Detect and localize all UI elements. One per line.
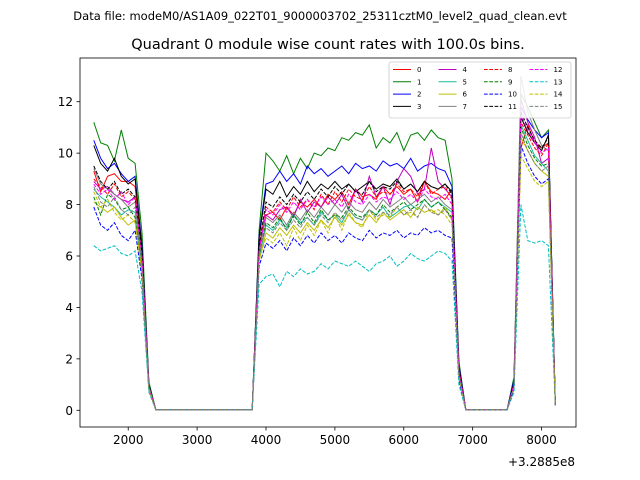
series-line-12: [93, 114, 556, 411]
legend-label-1: 1: [417, 78, 421, 86]
y-tick-label: 2: [65, 352, 73, 366]
y-tick-label: 8: [65, 198, 73, 212]
legend-label-2: 2: [417, 91, 421, 99]
x-tick-label: 4000: [251, 433, 282, 447]
legend-box: [388, 61, 572, 119]
series-line-14: [93, 153, 556, 411]
file-suptitle: Data file: modeM0/AS1A09_022T01_90000037…: [73, 9, 567, 23]
legend-label-3: 3: [417, 103, 421, 111]
series-line-15: [93, 132, 556, 411]
legend-label-0: 0: [417, 66, 421, 74]
series-line-10: [93, 145, 556, 411]
legend-label-13: 13: [554, 78, 563, 86]
series-line-13: [93, 204, 556, 411]
legend-label-6: 6: [463, 91, 468, 99]
series-line-4: [93, 98, 556, 411]
legend-label-15: 15: [554, 103, 563, 111]
y-tick-label: 0: [65, 404, 73, 418]
series-line-11: [93, 111, 556, 411]
x-tick-label: 3000: [182, 433, 213, 447]
legend-label-10: 10: [508, 91, 517, 99]
x-tick-label: 7000: [457, 433, 488, 447]
series-line-9: [93, 127, 556, 411]
series-line-0: [93, 123, 556, 411]
legend-label-5: 5: [463, 78, 467, 86]
x-tick-label: 5000: [320, 433, 351, 447]
x-tick-label: 6000: [389, 433, 420, 447]
series-line-6: [93, 135, 556, 411]
y-tick-label: 12: [58, 95, 73, 109]
legend-label-14: 14: [554, 91, 563, 99]
y-tick-label: 10: [58, 147, 73, 161]
series-line-1: [93, 92, 556, 411]
series-line-7: [93, 75, 556, 411]
legend-label-8: 8: [508, 66, 512, 74]
legend-label-9: 9: [508, 78, 512, 86]
x-offset-label: +3.2885e8: [508, 455, 575, 469]
legend-label-4: 4: [463, 66, 468, 74]
series-line-3: [93, 116, 556, 411]
legend-label-7: 7: [463, 103, 467, 111]
plot-area: [93, 75, 556, 411]
legend-label-12: 12: [554, 66, 563, 74]
x-tick-label: 8000: [526, 433, 557, 447]
legend-label-11: 11: [508, 103, 517, 111]
x-tick-label: 2000: [113, 433, 144, 447]
chart-title: Quadrant 0 module wise count rates with …: [131, 37, 525, 53]
y-tick-label: 6: [65, 250, 73, 264]
y-tick-label: 4: [65, 301, 73, 315]
series-line-5: [93, 124, 556, 411]
axes-frame: [79, 57, 577, 428]
